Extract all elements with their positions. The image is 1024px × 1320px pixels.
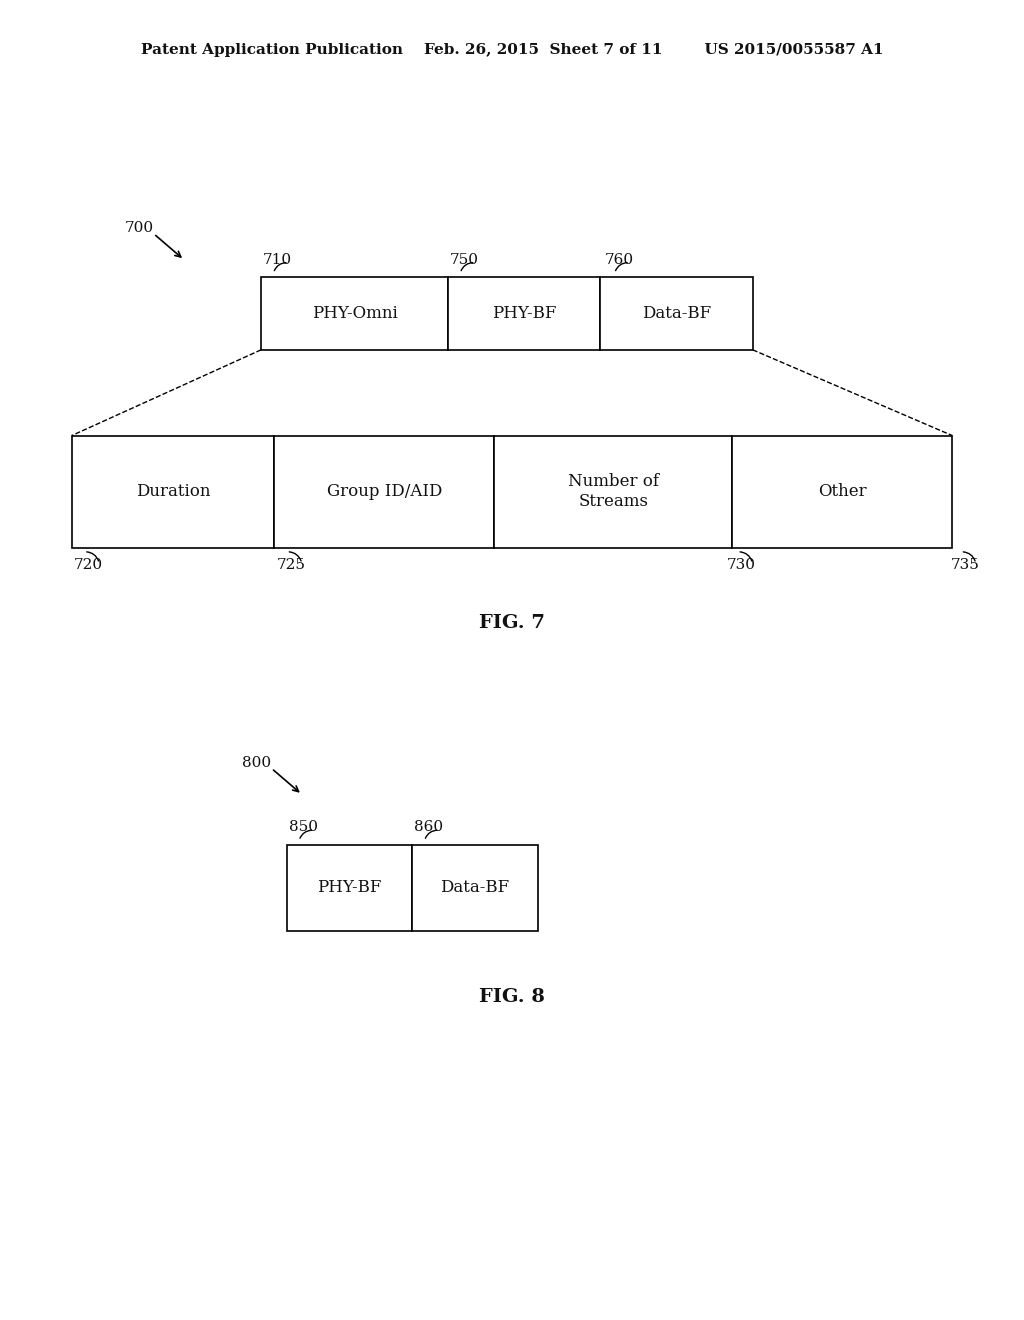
Text: FIG. 8: FIG. 8 — [479, 987, 545, 1006]
Text: Group ID/AID: Group ID/AID — [327, 483, 442, 500]
FancyBboxPatch shape — [495, 436, 732, 548]
Text: Data-BF: Data-BF — [440, 879, 510, 896]
Text: Data-BF: Data-BF — [642, 305, 711, 322]
Text: FIG. 7: FIG. 7 — [479, 614, 545, 632]
FancyBboxPatch shape — [261, 277, 447, 350]
Text: PHY-Omni: PHY-Omni — [311, 305, 397, 322]
FancyBboxPatch shape — [72, 436, 274, 548]
FancyBboxPatch shape — [274, 436, 495, 548]
FancyBboxPatch shape — [447, 277, 600, 350]
Text: Other: Other — [818, 483, 866, 500]
Text: 735: 735 — [950, 558, 979, 573]
Text: 800: 800 — [243, 756, 271, 770]
Text: 850: 850 — [289, 820, 317, 834]
Text: 860: 860 — [414, 820, 443, 834]
Text: 760: 760 — [604, 252, 634, 267]
Text: 700: 700 — [125, 222, 154, 235]
FancyBboxPatch shape — [600, 277, 753, 350]
Text: 750: 750 — [450, 252, 479, 267]
Text: Duration: Duration — [136, 483, 210, 500]
Text: 725: 725 — [276, 558, 305, 573]
Text: PHY-BF: PHY-BF — [317, 879, 382, 896]
Text: 720: 720 — [74, 558, 102, 573]
Text: 710: 710 — [263, 252, 292, 267]
Text: PHY-BF: PHY-BF — [492, 305, 556, 322]
FancyBboxPatch shape — [732, 436, 952, 548]
Text: 730: 730 — [727, 558, 756, 573]
Text: Patent Application Publication    Feb. 26, 2015  Sheet 7 of 11        US 2015/00: Patent Application Publication Feb. 26, … — [140, 44, 884, 57]
FancyBboxPatch shape — [287, 845, 412, 931]
Text: Number of
Streams: Number of Streams — [567, 474, 658, 510]
FancyBboxPatch shape — [412, 845, 538, 931]
